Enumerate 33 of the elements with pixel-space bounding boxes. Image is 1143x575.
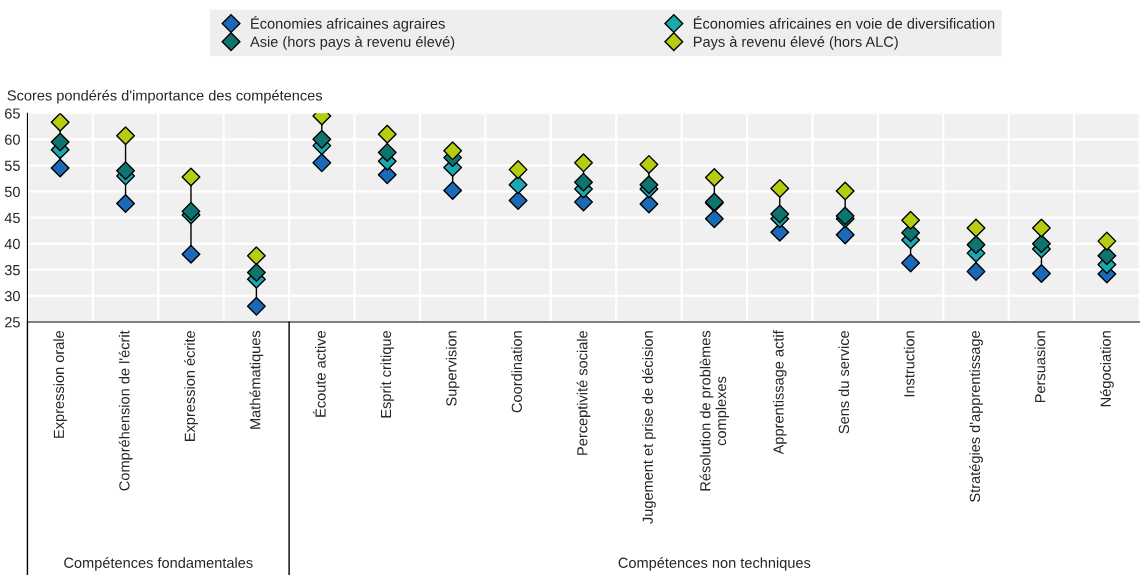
x-tick-label: Sens du service (838, 330, 850, 434)
x-tick-label: Supervision (445, 331, 460, 406)
x-tick-label: Expression écrite (184, 330, 198, 441)
x-tick-label: Coordination (511, 331, 522, 413)
y-axis-title: Scores pondérés d'importance des compétences (7, 89, 323, 104)
x-tick-label: Écoute active (312, 330, 326, 417)
y-tick-label: 50 (4, 186, 20, 197)
x-tick-label: Expression orale (53, 330, 67, 438)
x-tick-label: Négociation (1099, 331, 1114, 407)
legend-label: Asie (hors pays à revenu élevé) (250, 36, 455, 50)
y-tick-label: 40 (4, 238, 20, 250)
x-tick-label: Apprentissage actif (772, 330, 787, 455)
y-tick-label: 25 (5, 317, 20, 328)
text: Compétences fondamentales (64, 557, 253, 571)
y-tick-label: 30 (4, 291, 20, 302)
y-tick-label: 65 (5, 108, 20, 119)
x-tick-label: Résolution de problèmes complexes (699, 330, 730, 491)
y-tick-label: 35 (4, 264, 20, 276)
legend-label: Pays à revenu élevé (hors ALC) (693, 36, 898, 50)
legend-label: Économies africaines agraires (251, 16, 445, 32)
x-tick-label: Jugement et prise de décision (642, 331, 656, 524)
x-tick-label: Mathématiques (249, 330, 264, 429)
x-tick-label: Esprit critique (380, 330, 395, 418)
y-tick-label: 45 (4, 212, 20, 224)
x-tick-label: Stratégies d'apprentissage (969, 330, 983, 502)
text: Compétences non techniques (618, 557, 811, 571)
x-tick-label: Compréhension de l'écrit (118, 330, 133, 491)
y-tick-label: 55 (4, 160, 20, 171)
x-tick-label: Persuasion (1034, 331, 1046, 403)
x-tick-label: Instruction (903, 331, 915, 397)
legend-label: Économies africaines en voie de diversification (693, 16, 995, 29)
y-tick-label: 60 (5, 134, 20, 145)
x-tick-label: Perceptivité sociale (576, 330, 591, 455)
